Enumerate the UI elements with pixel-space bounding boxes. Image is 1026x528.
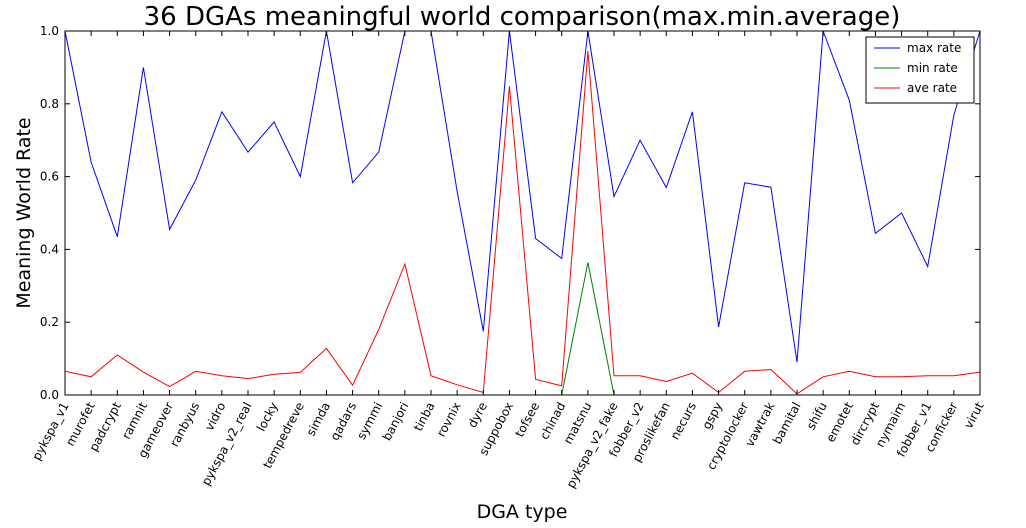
x-tick-label: vidro: [202, 400, 228, 433]
x-tick-label: dyre: [465, 400, 490, 430]
legend: max rate min rate ave rate: [865, 36, 975, 104]
y-tick-label: 0.6: [40, 170, 59, 184]
legend-label: max rate: [907, 41, 961, 55]
ticks-layer: 0.00.20.40.60.81.0pykspa_v1murofetpadcry…: [29, 24, 986, 490]
plot-frame: [64, 30, 981, 396]
x-tick-label: pykspa_v1: [29, 400, 71, 463]
y-tick-label: 0.4: [40, 242, 59, 256]
series-line-max-rate: [64, 30, 981, 363]
y-tick-label: 0.2: [40, 315, 59, 329]
y-tick-label: 1.0: [40, 24, 59, 38]
x-tick-label: rovnix: [434, 400, 464, 439]
x-tick-label: tinba: [411, 400, 438, 434]
x-tick-label: shifu: [804, 400, 830, 432]
y-axis-label: Meaning World Rate: [13, 117, 35, 308]
chart-title: 36 DGAs meaningful world comparison(max.…: [144, 2, 901, 32]
x-axis-label: DGA type: [477, 501, 568, 523]
legend-label: min rate: [907, 61, 958, 75]
y-tick-label: 0.8: [40, 97, 59, 111]
series-line-min-rate: [65, 262, 980, 396]
x-tick-label: pykspa_v2_real: [199, 400, 255, 488]
x-tick-label: virut: [961, 400, 986, 431]
series-layer: [64, 30, 981, 396]
series-line-ave-rate: [64, 50, 981, 395]
y-tick-label: 0.0: [40, 388, 59, 402]
legend-label: ave rate: [907, 81, 957, 95]
x-tick-label: gspy: [699, 400, 725, 432]
x-tick-label: locky: [254, 400, 281, 434]
